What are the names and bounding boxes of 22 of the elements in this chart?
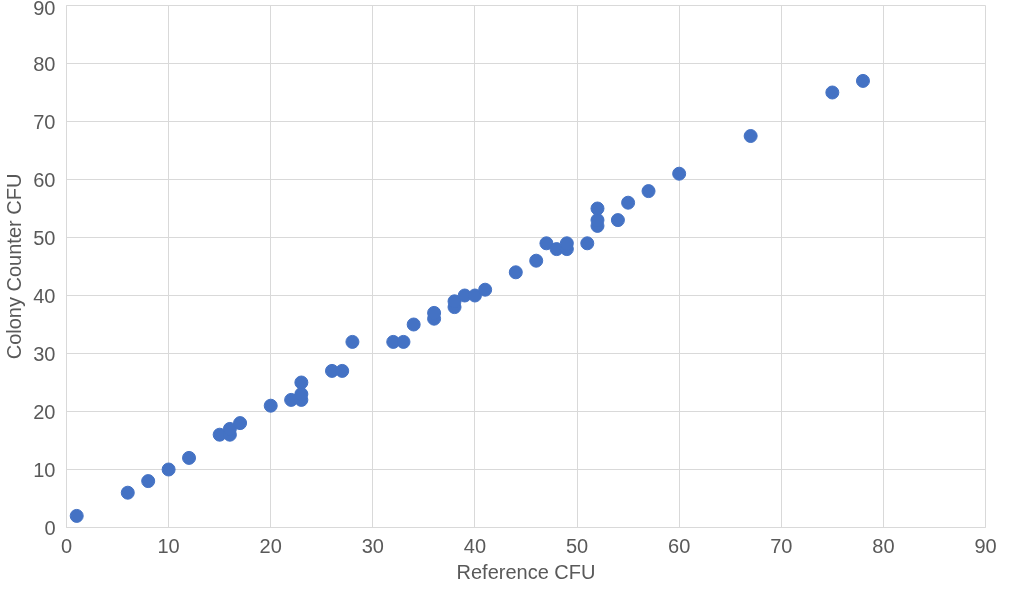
y-axis-title: Colony Counter CFU xyxy=(3,173,26,360)
y-tick-label: 10 xyxy=(33,458,56,481)
x-tick-label: 60 xyxy=(668,534,691,557)
x-tick-label: 40 xyxy=(463,534,487,557)
y-tick-label: 60 xyxy=(33,168,56,191)
x-axis-title: Reference CFU xyxy=(456,560,596,583)
y-tick-label: 40 xyxy=(33,284,56,307)
y-tick-label: 70 xyxy=(33,110,56,133)
y-tick-label: 80 xyxy=(33,52,56,75)
y-tick-label: 30 xyxy=(33,342,56,365)
y-tick-label: 0 xyxy=(44,516,56,539)
x-tick-label: 70 xyxy=(770,534,793,557)
y-tick-label: 90 xyxy=(33,0,56,19)
x-tick-label: 10 xyxy=(157,534,180,557)
x-tick-label: 30 xyxy=(361,534,384,557)
y-tick-label: 50 xyxy=(33,226,56,249)
x-tick-label: 80 xyxy=(872,534,895,557)
y-tick-label: 20 xyxy=(33,400,56,423)
x-tick-label: 50 xyxy=(565,534,589,557)
x-tick-label: 0 xyxy=(60,534,73,557)
x-tick-label: 20 xyxy=(259,534,282,557)
x-tick-label: 90 xyxy=(974,534,997,557)
